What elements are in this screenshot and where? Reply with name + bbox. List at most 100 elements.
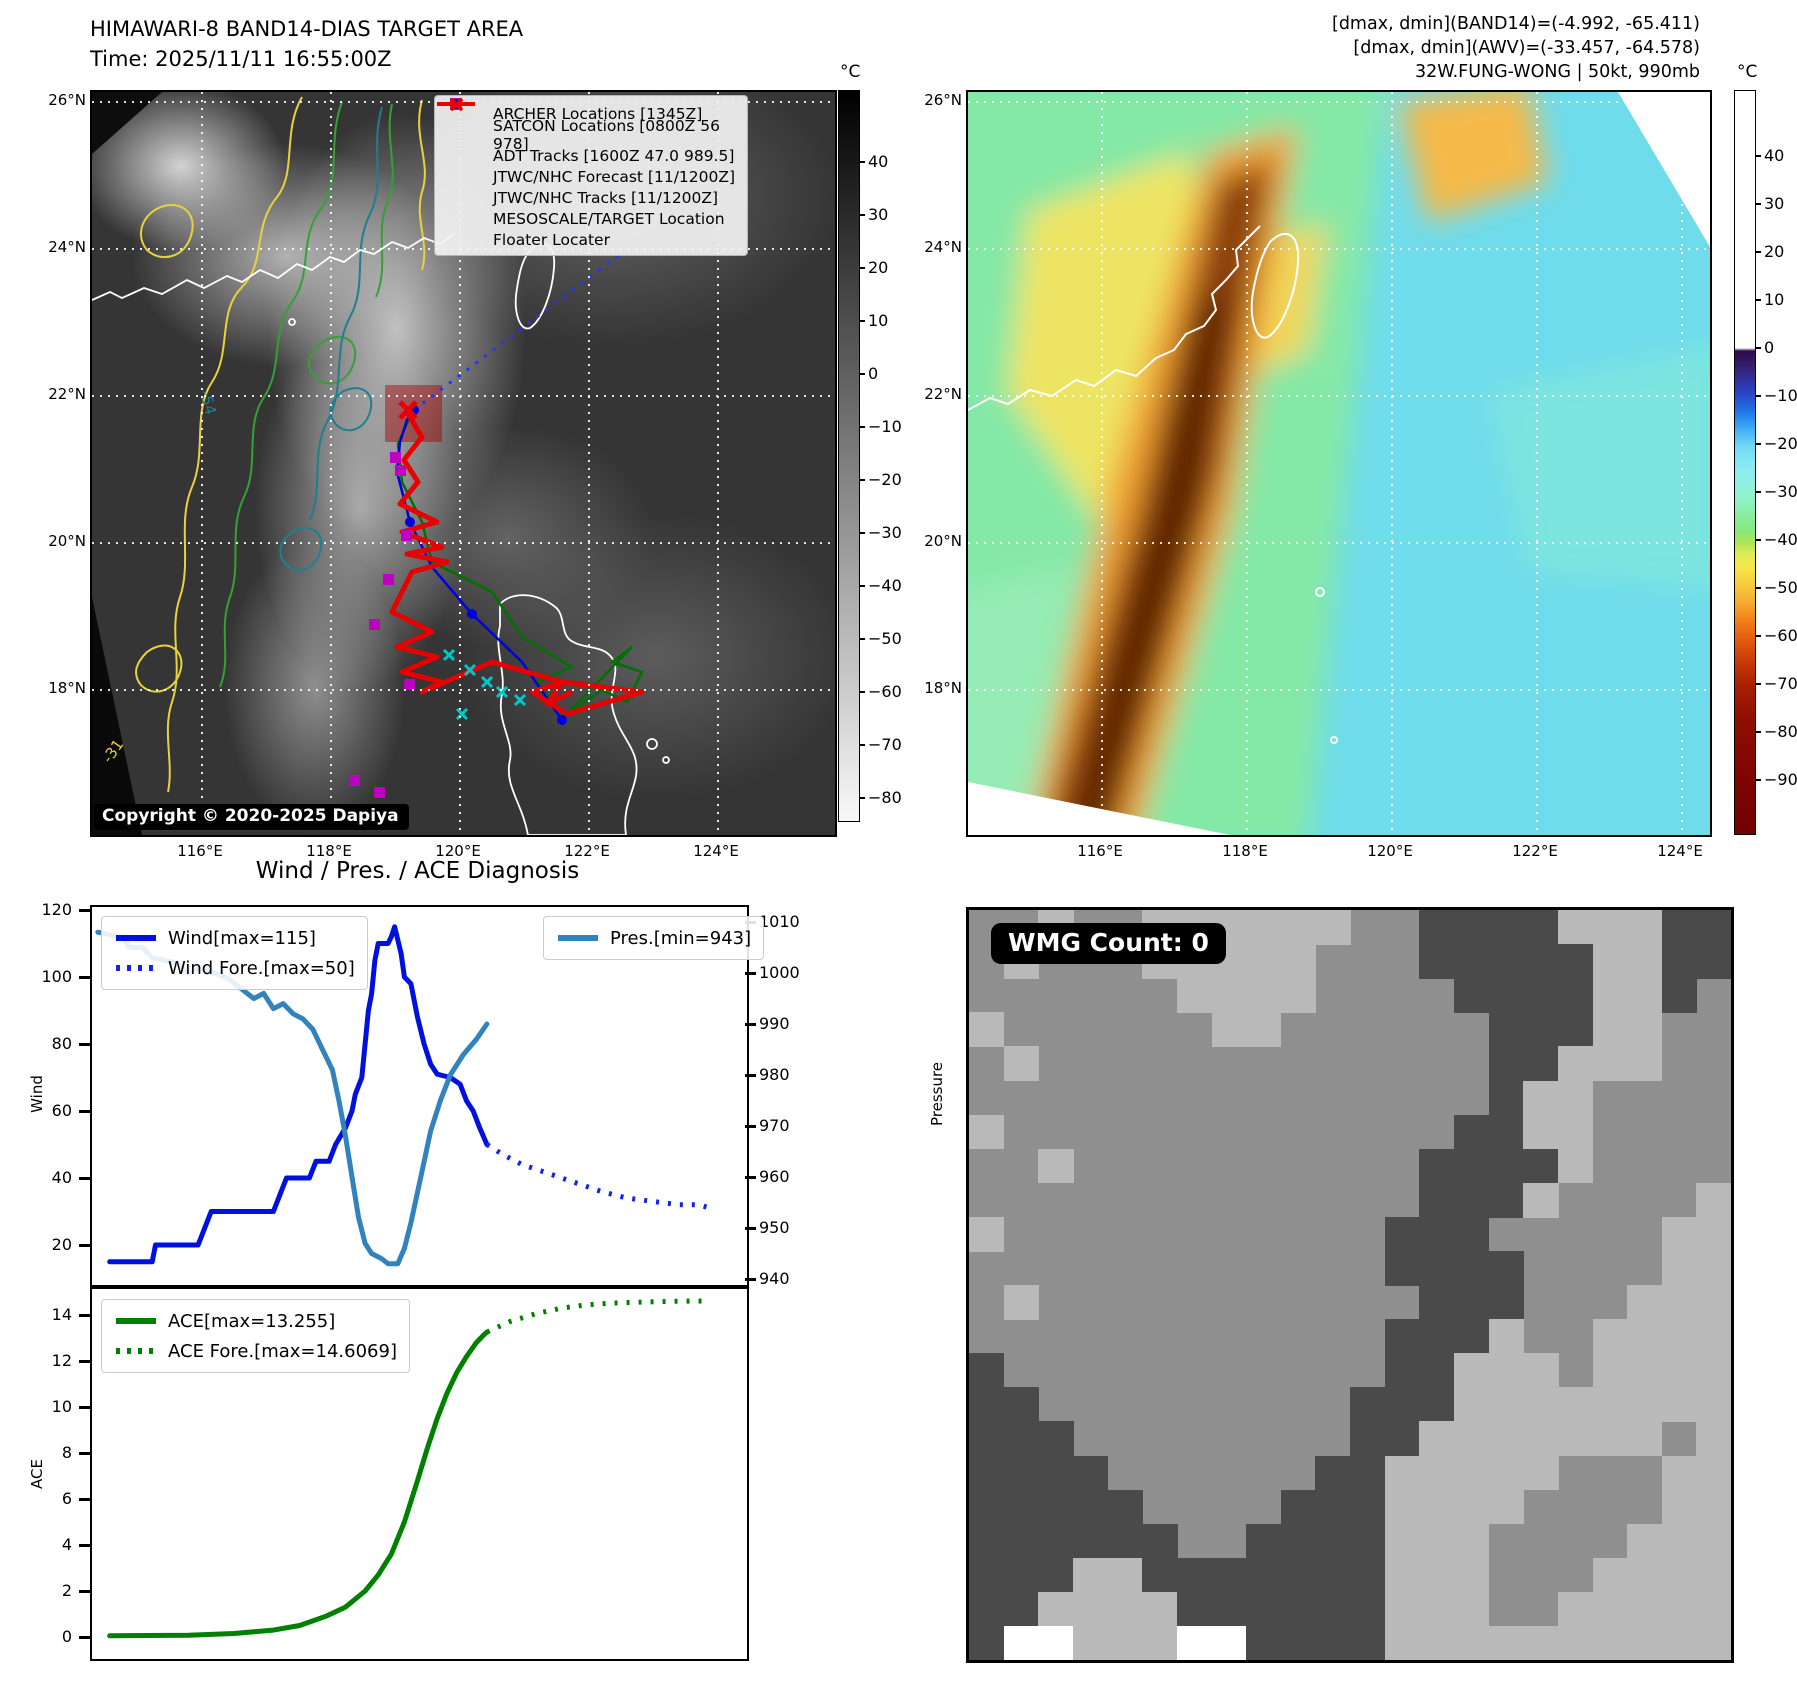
colorbar-tick-label: −50 [868, 629, 902, 648]
wmg-pixel [1003, 1489, 1039, 1525]
wmg-pixel [1523, 1387, 1559, 1423]
awv-map-overlay [968, 92, 1710, 835]
colorbar-tickmark [860, 373, 865, 375]
axis-tick-label: 2 [61, 1581, 72, 1600]
colorbar-tickmark [1756, 779, 1761, 781]
wmg-pixel [1453, 1591, 1490, 1627]
copyright-badge: Copyright © 2020-2025 Dapiya [94, 804, 409, 830]
legend-item: ADT Tracks [1600Z 47.0 989.5] [437, 102, 739, 166]
lat-tick-label: 26°N [48, 91, 86, 109]
wmg-pixel [1488, 1114, 1524, 1150]
legend-item-label: MESOSCALE/TARGET Location [493, 209, 725, 228]
band14-title-line2: Time: 2025/11/11 16:55:00Z [90, 47, 392, 71]
contour-teal-ring-2 [279, 527, 323, 572]
wmg-pixel [1557, 910, 1594, 945]
axis-tick-label: 950 [759, 1218, 790, 1237]
lat-tick-label: 18°N [48, 679, 86, 697]
wmg-pixel [1038, 1421, 1074, 1457]
axis-tickmark [79, 1244, 90, 1247]
colorbar-tick-label: 0 [868, 364, 879, 383]
storm-annotation: [dmax, dmin](BAND14)=(-4.992, -65.411) [… [1332, 12, 1700, 84]
lon-tick-label: 122°E [564, 842, 610, 860]
coastline-china [968, 225, 1261, 411]
wmg-pixel [1523, 1046, 1559, 1082]
wmg-pixel [1315, 1489, 1351, 1525]
colorbar-tick-label: −80 [868, 788, 902, 807]
colorbar-tick-label: −50 [1764, 578, 1797, 597]
colorbar-tickmark [860, 638, 865, 640]
axis-tickmark [745, 1125, 756, 1128]
wmg-pixel [1523, 1625, 1559, 1660]
legend-item: Floater Locater [437, 102, 739, 250]
axis-tickmark [79, 976, 90, 979]
swath-wedge-topright [1618, 92, 1710, 247]
wmg-pixel [969, 1625, 1005, 1660]
axis-tickmark [79, 1110, 90, 1113]
band14-map-overlay: -54 -31 [92, 92, 835, 835]
wmg-pixel [1315, 1591, 1351, 1627]
colorbar-tickmark [1756, 203, 1761, 205]
wmg-pixel [1038, 1523, 1074, 1559]
coastline-islet [662, 756, 670, 764]
wmg-pixel [1453, 1353, 1490, 1389]
colorbar-tick-label: 40 [868, 152, 889, 171]
legend-item-label: ADT Tracks [1600Z 47.0 989.5] [493, 146, 735, 165]
wmg-pixel [1038, 1591, 1074, 1627]
axis-tick-label: 970 [759, 1116, 790, 1135]
wmg-pixel [1488, 1489, 1524, 1525]
axis-tickmark [745, 972, 756, 975]
wmg-pixel [1280, 910, 1317, 945]
annotation-storm-status: 32W.FUNG-WONG | 50kt, 990mb [1415, 62, 1700, 82]
wmg-pixel [1627, 1387, 1663, 1423]
wmg-pixel [1419, 1216, 1455, 1252]
lon-tick-label: 124°E [693, 842, 739, 860]
wmg-pixel [1592, 944, 1628, 979]
axis-tickmark [79, 1544, 90, 1547]
wmg-pixel [1661, 1216, 1698, 1252]
wmg-pixel [1557, 1080, 1594, 1116]
wmg-pixel [1419, 1387, 1455, 1423]
wmg-pixel [1211, 1591, 1247, 1627]
colorbar-tickmark [1756, 443, 1761, 445]
wmg-pixel [1211, 978, 1247, 1014]
legend-item-label: Wind[max=115] [168, 927, 316, 949]
axis-tickmark [745, 1023, 756, 1026]
wmg-pixel [1661, 1591, 1698, 1627]
legend-item: JTWC/NHC Tracks [11/1200Z] [437, 99, 739, 208]
wmg-pixel [1696, 1523, 1731, 1559]
axis-tickmark [745, 1227, 756, 1230]
coastline-china [92, 233, 455, 301]
legend-line-sample [116, 1318, 156, 1324]
colorbar-tick-label: −70 [1764, 674, 1797, 693]
axis-tick-label: 1010 [759, 912, 800, 931]
wmg-pixel [1246, 1625, 1282, 1660]
lon-tick-label: 116°E [177, 842, 223, 860]
wmg-pixel [1003, 1591, 1039, 1627]
wmg-pixel [1627, 1012, 1663, 1048]
wmg-pixel [1003, 1387, 1039, 1423]
wmg-pixel [1627, 1591, 1663, 1627]
legend-item: Wind[max=115] [114, 923, 355, 953]
axis-tick-label: 6 [61, 1489, 72, 1508]
lat-tick-label: 20°N [48, 532, 86, 550]
axis-tickmark [79, 1452, 90, 1455]
satcon-markers [442, 648, 527, 721]
coastline-islet [646, 738, 658, 750]
wmg-pixel [1453, 1182, 1490, 1218]
wmg-pixel [1453, 1523, 1490, 1559]
wmg-pixel [1557, 978, 1594, 1014]
awv-color-field [968, 92, 1710, 835]
wmg-pixel [1072, 1489, 1109, 1525]
ace-axis-label: ACE [27, 1459, 46, 1489]
wmg-pixel [1488, 1182, 1524, 1218]
wmg-pixel [1453, 1285, 1490, 1320]
wmg-pixel [1419, 1489, 1455, 1525]
wmg-pixel [1176, 1591, 1213, 1627]
wmg-pixel [1661, 1489, 1698, 1525]
contour-yellow-2 [418, 99, 426, 271]
archer-markers [349, 452, 415, 798]
wmg-pixel [1661, 978, 1698, 1014]
adt-track-zigzag [563, 646, 644, 719]
wmg-pixel [1696, 910, 1731, 945]
